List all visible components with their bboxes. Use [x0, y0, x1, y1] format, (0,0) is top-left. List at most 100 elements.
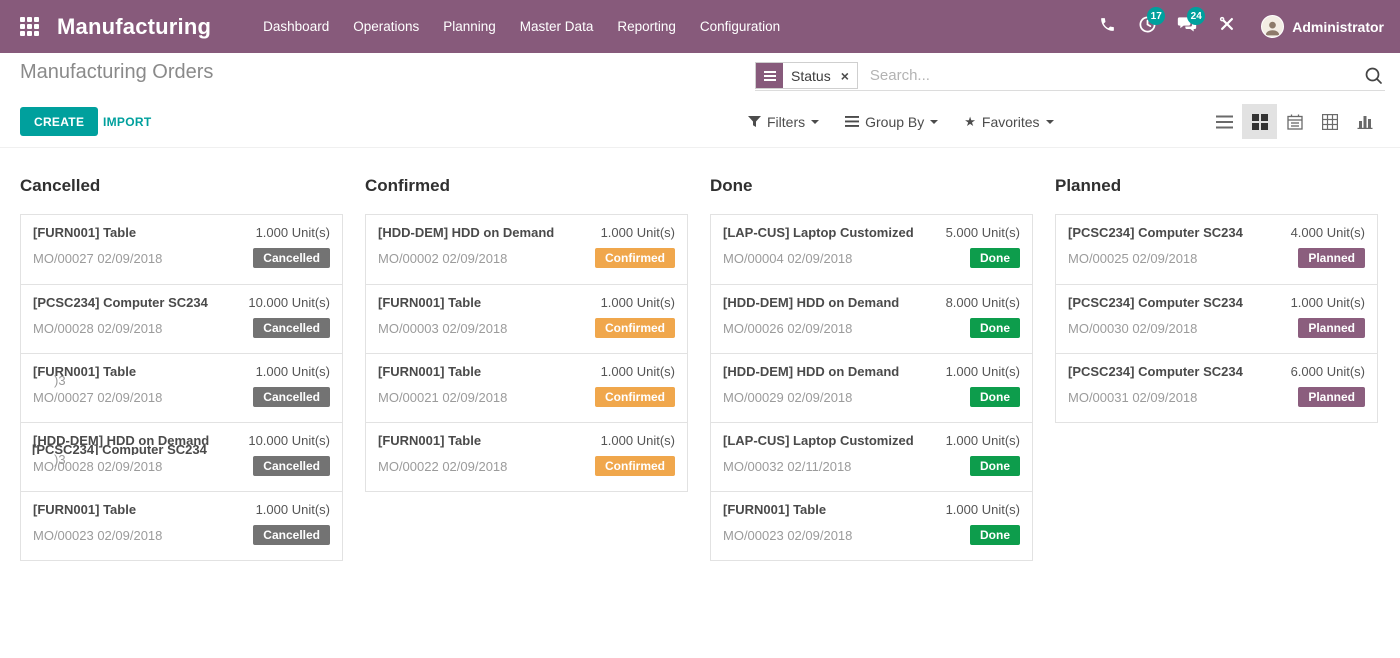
order-ref: MO/00027 02/09/2018 — [33, 250, 163, 266]
order-ref: MO/00003 02/09/2018 — [378, 320, 508, 336]
list-view-icon — [1216, 115, 1233, 128]
card-info-row: MO/00027 02/09/2018 Cancelled — [33, 248, 330, 268]
facet-remove-icon[interactable]: × — [840, 67, 849, 84]
kanban-view-button[interactable] — [1242, 104, 1277, 139]
quantity: 4.000 Unit(s) — [1290, 225, 1365, 240]
favorites-label: Favorites — [981, 113, 1040, 130]
user-name: Administrator — [1292, 18, 1384, 35]
status-badge: Planned — [1298, 318, 1365, 338]
activities-button[interactable]: 17 — [1127, 0, 1167, 53]
group-by-dropdown[interactable]: Group By — [845, 113, 939, 130]
status-badge: Confirmed — [595, 248, 675, 268]
card-info-row: MO/00026 02/09/2018 Done — [723, 318, 1020, 338]
card-title-row: [LAP-CUS] Laptop Customized 5.000 Unit(s) — [723, 225, 1020, 240]
product-name: [FURN001] Table — [723, 502, 827, 517]
user-menu[interactable]: Administrator — [1261, 15, 1384, 38]
list-view-button[interactable] — [1207, 104, 1242, 139]
card-info-row: MO/00023 02/09/2018 Cancelled — [33, 525, 330, 545]
card-stack: [PCSC234] Computer SC234 4.000 Unit(s) MO/… — [1055, 214, 1378, 423]
kanban-card[interactable]: [HDD-DEM] HDD on Demand 10.000 Unit(s) MO/… — [21, 422, 342, 491]
graph-view-icon — [1357, 116, 1372, 129]
nav-menu-item-dashboard[interactable]: Dashboard — [263, 19, 330, 34]
order-ref: MO/00030 02/09/2018 — [1068, 320, 1198, 336]
quantity: 1.000 Unit(s) — [600, 433, 675, 448]
quantity: 1.000 Unit(s) — [945, 364, 1020, 379]
kanban-card[interactable]: [LAP-CUS] Laptop Customized 5.000 Unit(s)… — [711, 215, 1032, 284]
status-badge: Planned — [1298, 387, 1365, 407]
kanban-card[interactable]: [FURN001] Table 1.000 Unit(s) MO/00023 02/… — [711, 491, 1032, 560]
kanban-card[interactable]: [HDD-DEM] HDD on Demand 8.000 Unit(s) MO/0… — [711, 284, 1032, 353]
kanban-column-done: Done [LAP-CUS] Laptop Customized 5.000 Uni… — [710, 176, 1033, 561]
card-info-row: MO/00028 02/09/2018 Cancelled — [33, 318, 330, 338]
kanban-card[interactable]: [PCSC234] Computer SC234 1.000 Unit(s) MO/… — [1056, 284, 1377, 353]
search-icon[interactable] — [1364, 66, 1385, 85]
kanban-card[interactable]: [FURN001] Table 1.000 Unit(s) MO/00003 02/… — [366, 284, 687, 353]
quantity: 1.000 Unit(s) — [600, 295, 675, 310]
status-badge: Cancelled — [253, 318, 330, 338]
product-name: [FURN001] Table — [378, 364, 482, 379]
create-button[interactable]: CREATE — [20, 107, 99, 136]
kanban-card[interactable]: [FURN001] Table 1.000 Unit(s) MO/00021 02/… — [366, 353, 687, 422]
search-facet-status: Status × — [755, 62, 858, 89]
quantity: 1.000 Unit(s) — [255, 225, 330, 240]
crossed-tools-icon — [1218, 15, 1236, 38]
product-name: [FURN001] Table — [378, 433, 482, 448]
nav-menu-item-operations[interactable]: Operations — [353, 19, 420, 34]
view-switcher — [1207, 104, 1382, 139]
phone-button[interactable] — [1087, 0, 1127, 53]
kanban-card[interactable]: [HDD-DEM] HDD on Demand 1.000 Unit(s) MO/0… — [366, 215, 687, 284]
column-header: Cancelled — [20, 176, 101, 195]
card-title-row: [HDD-DEM] HDD on Demand 1.000 Unit(s) — [378, 225, 675, 240]
kanban-card[interactable]: [FURN001] Table 1.000 Unit(s) MO/00027 02/… — [21, 215, 342, 284]
nav-menu-item-reporting[interactable]: Reporting — [617, 19, 676, 34]
product-name: [HDD-DEM] HDD on Demand — [33, 433, 210, 448]
kanban-card[interactable]: [LAP-CUS] Laptop Customized 1.000 Unit(s)… — [711, 422, 1032, 491]
quantity: 1.000 Unit(s) — [1290, 295, 1365, 310]
kanban-column-planned: Planned [PCSC234] Computer SC234 4.000 Uni… — [1055, 176, 1378, 561]
chevron-down-icon — [811, 119, 820, 124]
messages-button[interactable]: 24 — [1167, 0, 1207, 53]
card-info-row: MO/00029 02/09/2018 Done — [723, 387, 1020, 407]
search-input[interactable] — [869, 67, 1364, 84]
card-title-row: [HDD-DEM] HDD on Demand 8.000 Unit(s) — [723, 295, 1020, 310]
kanban-card[interactable]: [PCSC234] Computer SC234 4.000 Unit(s) MO/… — [1056, 215, 1377, 284]
kanban-card[interactable]: [PCSC234] Computer SC234 6.000 Unit(s) MO/… — [1056, 353, 1377, 422]
card-stack: [HDD-DEM] HDD on Demand 1.000 Unit(s) MO/0… — [365, 214, 688, 492]
product-name: [PCSC234] Computer SC234 — [33, 295, 208, 310]
product-name: [HDD-DEM] HDD on Demand — [723, 364, 900, 379]
product-name: [PCSC234] Computer SC234 — [1068, 295, 1243, 310]
favorites-dropdown[interactable]: ★ Favorites — [964, 113, 1054, 130]
group-by-label: Group By — [865, 113, 925, 130]
card-stack: [LAP-CUS] Laptop Customized 5.000 Unit(s)… — [710, 214, 1033, 561]
kanban-card[interactable]: [FURN001] Table 1.000 Unit(s) MO/00027 02/… — [21, 353, 342, 422]
kanban-card[interactable]: [PCSC234] Computer SC234 10.000 Unit(s) MO… — [21, 284, 342, 353]
status-badge: Done — [970, 387, 1020, 407]
kanban-card[interactable]: [FURN001] Table 1.000 Unit(s) MO/00023 02/… — [21, 491, 342, 560]
card-stack: [FURN001] Table 1.000 Unit(s) MO/00027 02/… — [20, 214, 343, 561]
tools-button[interactable] — [1207, 0, 1247, 53]
kanban-column-confirmed: Confirmed [HDD-DEM] HDD on Demand 1.000 Un… — [365, 176, 688, 561]
filters-dropdown[interactable]: Filters — [748, 114, 820, 130]
calendar-view-button[interactable] — [1277, 104, 1312, 139]
status-badge: Done — [970, 248, 1020, 268]
apps-grid-icon[interactable] — [20, 17, 39, 36]
product-name: [PCSC234] Computer SC234 — [1068, 225, 1243, 240]
import-button[interactable]: IMPORT — [103, 107, 151, 136]
card-title-row: [HDD-DEM] HDD on Demand 10.000 Unit(s) — [33, 433, 330, 448]
graph-view-button[interactable] — [1347, 104, 1382, 139]
avatar — [1261, 15, 1285, 38]
nav-menu-item-master-data[interactable]: Master Data — [519, 19, 594, 34]
card-info-row: MO/00027 02/09/2018 Cancelled — [33, 387, 330, 407]
quantity: 10.000 Unit(s) — [248, 295, 330, 310]
pivot-view-button[interactable] — [1312, 104, 1347, 139]
app-brand-title[interactable]: Manufacturing — [57, 13, 212, 39]
product-name: [FURN001] Table — [33, 364, 137, 379]
product-name: [FURN001] Table — [33, 225, 137, 240]
nav-menu-item-configuration[interactable]: Configuration — [699, 19, 781, 34]
nav-menu-item-planning[interactable]: Planning — [443, 19, 496, 34]
status-badge: Done — [970, 525, 1020, 545]
kanban-card[interactable]: [HDD-DEM] HDD on Demand 1.000 Unit(s) MO/0… — [711, 353, 1032, 422]
kanban-card[interactable]: [FURN001] Table 1.000 Unit(s) MO/00022 02/… — [366, 422, 687, 491]
card-info-row: MO/00030 02/09/2018 Planned — [1068, 318, 1365, 338]
quantity: 1.000 Unit(s) — [255, 502, 330, 517]
